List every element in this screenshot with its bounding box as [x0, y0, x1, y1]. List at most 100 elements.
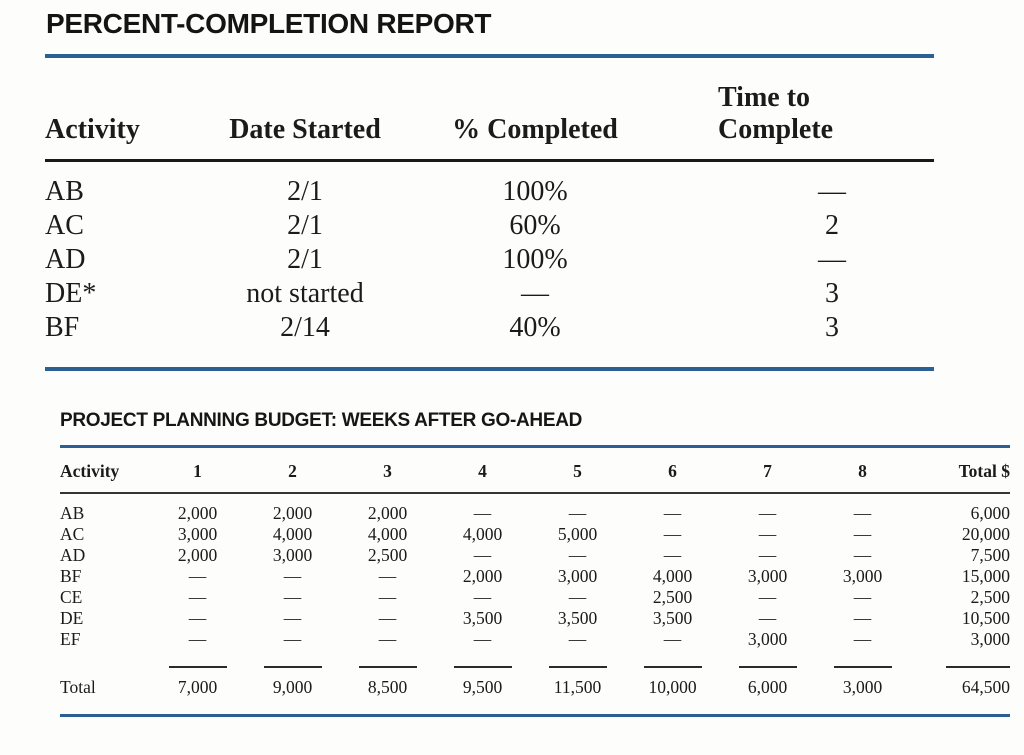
- percent-completion-report-section: PERCENT-COMPLETION REPORT Activity Date …: [45, 8, 934, 371]
- cell-total-week-6: 10,000: [648, 677, 697, 697]
- table-row: AC 3,000 4,000 4,000 4,000 5,000 — — — 2…: [60, 524, 1010, 545]
- cell-week-4: —: [473, 629, 492, 649]
- table-row: AB 2,000 2,000 2,000 — — — — — 6,000: [60, 493, 1010, 524]
- cell-pct-completed: 40%: [509, 312, 561, 343]
- cell-week-7: 3,000: [747, 629, 788, 649]
- project-planning-budget-section: PROJECT PLANNING BUDGET: WEEKS AFTER GO-…: [60, 410, 1010, 717]
- cell-total-week-2: 9,000: [272, 677, 313, 697]
- cell-row-total: 3,000: [970, 629, 1010, 649]
- cell-week-2: —: [283, 608, 302, 628]
- cell-week-5: —: [568, 545, 587, 565]
- cell-week-8: —: [853, 608, 872, 628]
- cell-pct-completed: 100%: [502, 244, 568, 275]
- cell-row-total: 10,500: [961, 608, 1010, 628]
- cell-week-4: 3,500: [462, 608, 503, 628]
- cell-activity: DE: [60, 608, 84, 628]
- cell-activity: AB: [60, 503, 85, 523]
- cell-row-total: 6,000: [970, 503, 1010, 523]
- cell-week-4: —: [473, 503, 492, 523]
- cell-week-4: —: [473, 587, 492, 607]
- cell-total-week-7: 6,000: [747, 677, 788, 697]
- cell-time-to-complete: 3: [825, 312, 839, 343]
- cell-week-6: —: [663, 629, 682, 649]
- cell-week-3: 2,500: [367, 545, 408, 565]
- cell-time-to-complete: 3: [825, 278, 839, 309]
- column-header-week-2: 2: [245, 446, 340, 494]
- cell-week-7: —: [758, 545, 777, 565]
- cell-week-3: 2,000: [367, 503, 408, 523]
- sum-rule-row: [60, 650, 1010, 668]
- column-header-week-3: 3: [340, 446, 435, 494]
- cell-activity: AD: [60, 545, 86, 565]
- sum-rule: [340, 650, 435, 668]
- cell-week-1: —: [188, 587, 207, 607]
- cell-activity: AC: [45, 210, 84, 241]
- cell-week-4: 4,000: [462, 524, 503, 544]
- cell-week-1: 2,000: [177, 545, 218, 565]
- cell-date-started: 2/1: [287, 176, 323, 207]
- cell-time-to-complete: —: [818, 176, 846, 207]
- completion-table-body: AB 2/1 100% — AC 2/1 60% 2 AD 2/1 100% —…: [45, 161, 934, 370]
- cell-week-1: 2,000: [177, 503, 218, 523]
- sum-rule: [435, 650, 530, 668]
- cell-week-5: —: [568, 629, 587, 649]
- cell-week-3: —: [378, 629, 397, 649]
- cell-row-total: 7,500: [970, 545, 1010, 565]
- table-row: EF — — — — — — 3,000 — 3,000: [60, 629, 1010, 650]
- sum-rule: [245, 650, 340, 668]
- budget-table-body: AB 2,000 2,000 2,000 — — — — — 6,000 AC …: [60, 493, 1010, 716]
- cell-time-to-complete: 2: [825, 210, 839, 241]
- sum-rule: [625, 650, 720, 668]
- budget-table-header: Activity 1 2 3 4 5 6 7 8 Total $: [60, 446, 1010, 494]
- cell-date-started: 2/14: [280, 312, 330, 343]
- cell-week-6: 3,500: [652, 608, 693, 628]
- cell-week-3: 4,000: [367, 524, 408, 544]
- cell-week-3: —: [378, 608, 397, 628]
- cell-date-started: 2/1: [287, 210, 323, 241]
- budget-title: PROJECT PLANNING BUDGET: WEEKS AFTER GO-…: [60, 410, 583, 431]
- cell-week-6: —: [663, 524, 682, 544]
- cell-activity: AC: [60, 524, 85, 544]
- table-row: AD 2,000 3,000 2,500 — — — — — 7,500: [60, 545, 1010, 566]
- cell-grand-total: 64,500: [961, 677, 1010, 697]
- cell-activity: AB: [45, 176, 84, 207]
- table-row: AC 2/1 60% 2: [45, 209, 934, 243]
- cell-activity: DE*: [45, 278, 97, 309]
- table-row: BF — — — 2,000 3,000 4,000 3,000 3,000 1…: [60, 566, 1010, 587]
- cell-week-3: —: [378, 566, 397, 586]
- cell-week-7: —: [758, 503, 777, 523]
- cell-week-1: —: [188, 566, 207, 586]
- column-header-week-4: 4: [435, 446, 530, 494]
- cell-date-started: 2/1: [287, 244, 323, 275]
- cell-week-7: —: [758, 587, 777, 607]
- cell-week-1: —: [188, 608, 207, 628]
- column-header-week-5: 5: [530, 446, 625, 494]
- cell-week-5: —: [568, 503, 587, 523]
- cell-week-6: —: [663, 503, 682, 523]
- column-header-date-started: Date Started: [175, 56, 435, 162]
- cell-total-week-5: 11,500: [553, 677, 602, 697]
- cell-week-1: —: [188, 629, 207, 649]
- column-header-week-8: 8: [815, 446, 910, 494]
- cell-week-5: 5,000: [557, 524, 598, 544]
- completion-table-header: Activity Date Started % Completed Time t…: [45, 56, 934, 162]
- cell-activity: CE: [60, 587, 83, 607]
- cell-week-8: —: [853, 503, 872, 523]
- cell-week-2: 3,000: [272, 545, 313, 565]
- column-header-activity: Activity: [60, 446, 150, 494]
- column-header-week-7: 7: [720, 446, 815, 494]
- cell-total-week-4: 9,500: [462, 677, 503, 697]
- cell-week-8: 3,000: [842, 566, 883, 586]
- column-header-time-to-complete: Time to Complete: [635, 56, 934, 162]
- total-label: Total: [60, 677, 96, 697]
- table-row: AB 2/1 100% —: [45, 161, 934, 210]
- report-title: PERCENT-COMPLETION REPORT: [46, 8, 492, 39]
- table-row: CE — — — — — 2,500 — — 2,500: [60, 587, 1010, 608]
- cell-activity: BF: [60, 566, 82, 586]
- cell-week-2: —: [283, 587, 302, 607]
- cell-total-week-1: 7,000: [177, 677, 218, 697]
- table-row: BF 2/14 40% 3: [45, 311, 934, 369]
- budget-table: Activity 1 2 3 4 5 6 7 8 Total $ AB 2,00…: [60, 445, 1010, 717]
- cell-week-8: —: [853, 524, 872, 544]
- column-header-week-6: 6: [625, 446, 720, 494]
